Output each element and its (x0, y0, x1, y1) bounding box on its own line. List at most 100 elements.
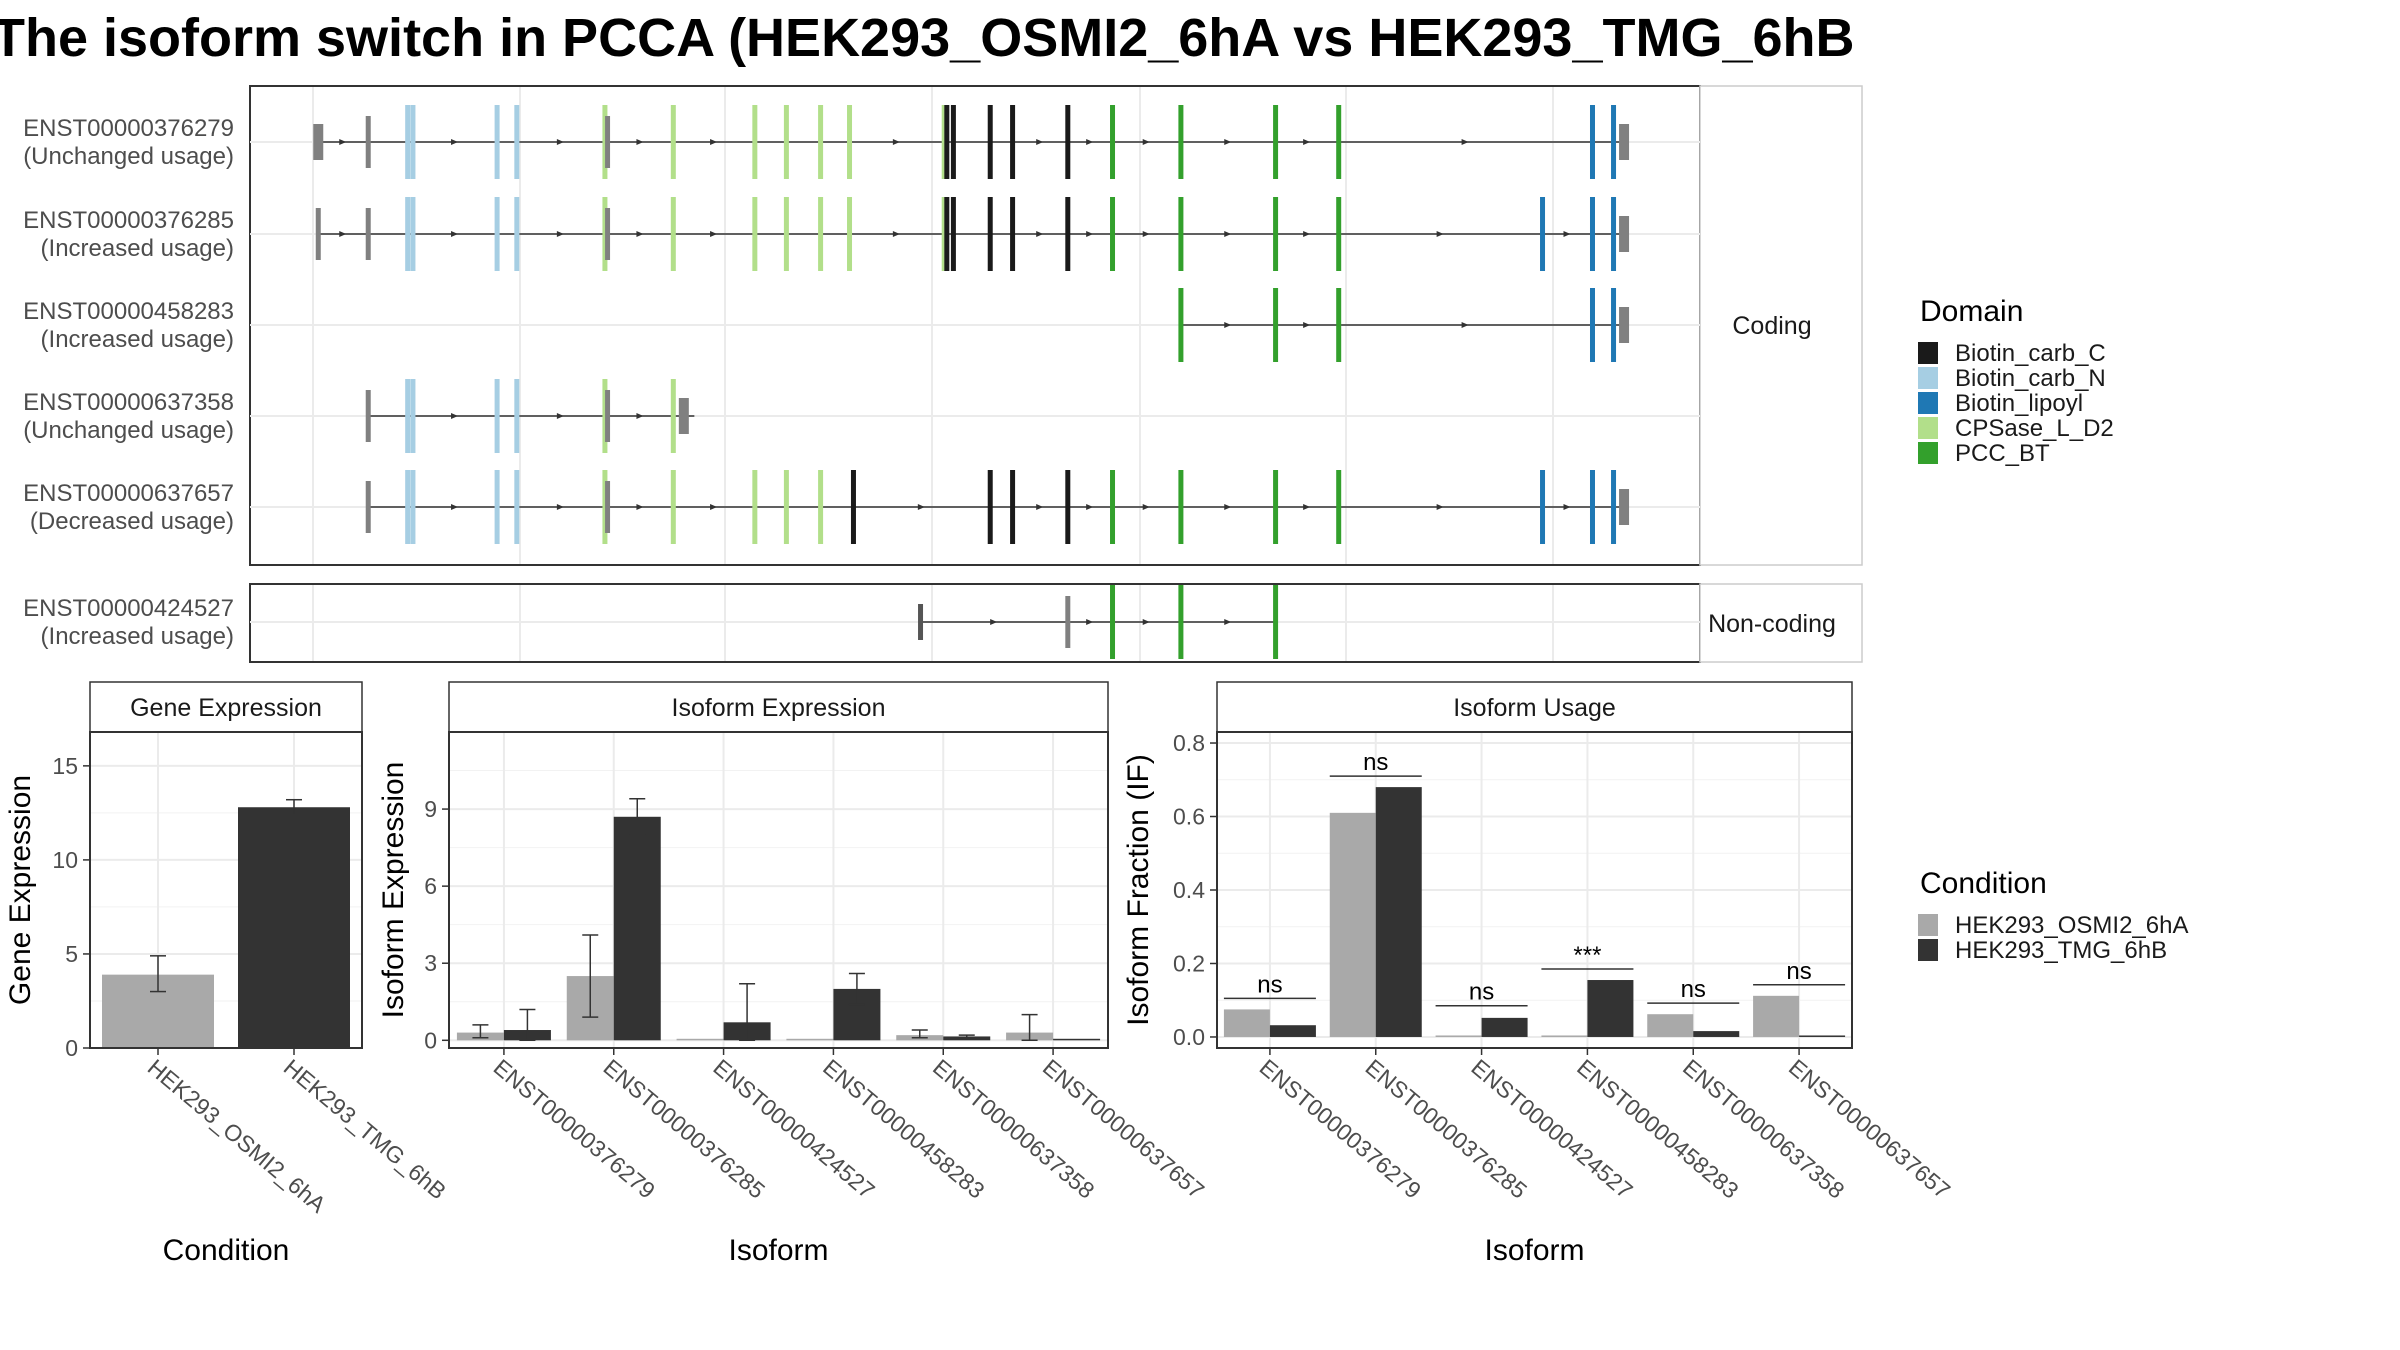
intron-arrow (556, 504, 564, 510)
domain-legend-label: CPSase_L_D2 (1955, 415, 2114, 442)
domain-legend-label: Biotin_carb_C (1955, 340, 2106, 367)
intron-arrow (990, 619, 998, 625)
utr-exon (313, 124, 324, 160)
intron-arrow (710, 231, 718, 237)
intron-arrow (1036, 504, 1044, 510)
condition-legend-label: HEK293_OSMI2_6hA (1955, 912, 2188, 939)
y-tick-label: 0 (65, 1035, 78, 1061)
pcc_bt-exon (1336, 105, 1342, 179)
biotin_carb_n-exon (405, 379, 411, 453)
intron-arrow (1461, 322, 1469, 328)
bar-tmg-2 (1481, 1017, 1528, 1037)
utr-exon (605, 208, 611, 260)
biotin_lipoyl-exon (1611, 197, 1617, 271)
intron-arrow (636, 139, 644, 145)
cpsase_l_d2-exon (783, 105, 789, 179)
bar-tmg-5 (1799, 1035, 1846, 1037)
biotin_carb_c-exon (944, 197, 950, 271)
intron-arrow (1303, 322, 1311, 328)
cpsase_l_d2-exon (818, 470, 824, 544)
intron-arrow (1142, 231, 1150, 237)
significance-label: ns (1363, 749, 1388, 776)
intron-arrow (1224, 619, 1232, 625)
utr-exon (365, 116, 371, 168)
cpsase_l_d2-exon (941, 197, 947, 271)
biotin_lipoyl-exon (1589, 470, 1595, 544)
pcc_bt-exon (1178, 470, 1184, 544)
panel-title: Isoform Expression (672, 694, 886, 722)
intron-arrow (1436, 231, 1444, 237)
bar-osmi2-5 (1753, 995, 1800, 1037)
intron-arrow (636, 504, 644, 510)
y-tick-label: 6 (424, 873, 437, 899)
pcc_bt-exon (1178, 585, 1184, 659)
y-tick-label: 0 (424, 1027, 437, 1053)
intron-arrow (451, 504, 459, 510)
isoform-expression-panel: Isoform Expression0369ENST00000376279ENS… (377, 681, 1209, 1267)
intron-arrow (339, 231, 347, 237)
y-axis-title: Gene Expression (4, 775, 37, 1005)
intron-arrow (1303, 504, 1311, 510)
intron-arrow (556, 231, 564, 237)
cpsase_l_d2-exon (752, 197, 758, 271)
significance-label: ns (1257, 971, 1282, 998)
cpsase_l_d2-exon (783, 470, 789, 544)
isoform-usage-panel: Isoform Usage 0.0 0.2 0.4 0.6 0.8 ns ns ns *** ns n… (1122, 681, 1955, 1267)
figure-title: The isoform switch in PCCA (HEK293_OSMI2… (0, 8, 1855, 68)
intron-arrow (1036, 231, 1044, 237)
pcc_bt-exon (1110, 470, 1116, 544)
intron-arrow (1436, 504, 1444, 510)
intron-arrow (636, 413, 644, 419)
intron-arrow (556, 139, 564, 145)
y-tick-label: 5 (65, 941, 78, 967)
panel-strip (448, 681, 1109, 733)
utr-exon (605, 116, 611, 168)
pcc_bt-exon (1178, 288, 1184, 362)
intron-arrow (1142, 139, 1150, 145)
bar-osmi2-4 (1647, 1014, 1694, 1037)
utr-exon (1619, 216, 1630, 252)
y-axis-title: Isoform Fraction (IF) (1122, 754, 1155, 1026)
transcript-usage-label: (Unchanged usage) (23, 143, 234, 170)
cpsase_l_d2-exon (602, 197, 608, 271)
intron-arrow (1224, 322, 1232, 328)
utr-exon (365, 208, 371, 260)
cpsase_l_d2-exon (752, 105, 758, 179)
biotin_carb_n-exon (410, 470, 416, 544)
cpsase_l_d2-exon (847, 105, 853, 179)
utr-exon (1619, 307, 1630, 343)
panel-border (448, 731, 1109, 1049)
utr-exon (605, 390, 611, 442)
biotin_carb_c-exon (950, 105, 956, 179)
transcript-usage-label: (Decreased usage) (30, 508, 234, 535)
intron-arrow (451, 413, 459, 419)
biotin_carb_n-exon (494, 105, 500, 179)
utr-exon (365, 481, 371, 533)
domain-swatch-cpsase_l_d2 (1918, 417, 1938, 439)
intron-arrow (710, 139, 718, 145)
pcc_bt-exon (1273, 105, 1279, 179)
panel-strip (1216, 681, 1853, 733)
domain-legend: Domain Biotin_carb_CBiotin_carb_NBiotin_… (1918, 295, 2114, 467)
condition-legend-label: HEK293_TMG_6hB (1955, 937, 2167, 964)
cpsase_l_d2-exon (670, 470, 676, 544)
utr-exon (1619, 124, 1630, 160)
bar-tmg-1 (1375, 787, 1422, 1037)
condition-swatch-0 (1918, 914, 1938, 936)
biotin_carb_c-exon (987, 470, 993, 544)
biotin_carb_n-exon (494, 197, 500, 271)
noncoding-facet-strip (1699, 583, 1863, 663)
biotin_carb_c-exon (950, 197, 956, 271)
utr-exon (605, 481, 611, 533)
utr-exon (1065, 596, 1071, 648)
cpsase_l_d2-exon (752, 470, 758, 544)
panel-title: Gene Expression (130, 694, 322, 722)
intron-arrow (1224, 231, 1232, 237)
bar-osmi2-3 (786, 1038, 834, 1041)
panel-border (1216, 731, 1853, 1049)
intron-arrow (636, 231, 644, 237)
bar-tmg-4 (1693, 1031, 1740, 1037)
coding-structure-panel: ENST00000376279(Unchanged usage)ENST0000… (23, 85, 1863, 566)
transcript-id-label: ENST00000376279 (23, 115, 234, 142)
